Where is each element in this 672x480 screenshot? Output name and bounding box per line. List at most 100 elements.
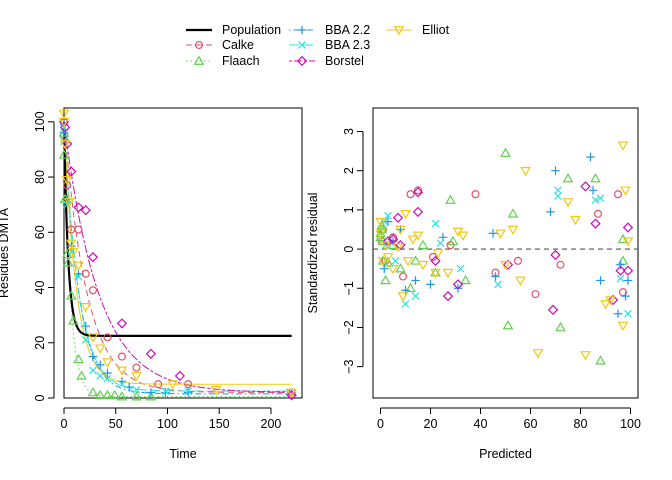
residual-bba-2-2: [586, 152, 595, 162]
x-tick-label: 40: [474, 417, 488, 431]
residual-elliot: [620, 186, 631, 196]
residual-flaach: [445, 194, 456, 204]
legend-entry-flaach: Flaach: [186, 54, 260, 68]
observation-calke: [74, 225, 83, 234]
residual-calke: [471, 190, 480, 199]
x-tick-label: 50: [109, 417, 123, 431]
residual-bba-2-2: [623, 276, 633, 285]
observation-borstel: [73, 202, 84, 213]
residual-calke: [413, 186, 423, 195]
observation-bba-2-3: [89, 366, 97, 375]
observation-elliot: [87, 333, 99, 343]
observation-calke: [132, 363, 141, 372]
observation-elliot: [61, 175, 73, 186]
y-tick-label: 100: [33, 111, 47, 132]
observation-bba-2-3: [103, 374, 112, 383]
residual-bba-2-3: [391, 256, 400, 265]
y-tick-label: 20: [33, 336, 47, 350]
y-tick-label: 0: [33, 394, 47, 401]
observation-elliot: [59, 140, 71, 150]
residual-bba-2-2: [546, 207, 555, 217]
fit-curve-flaach: [63, 121, 292, 398]
plot-frame: [63, 107, 303, 399]
residual-elliot: [430, 268, 441, 279]
residual-calke: [613, 190, 623, 199]
observation-calke: [184, 380, 193, 389]
residual-elliot: [605, 296, 616, 306]
residual-elliot: [397, 292, 409, 302]
observation-borstel: [286, 390, 297, 401]
x-tick-label: 0: [61, 417, 68, 431]
observation-elliot: [210, 385, 222, 396]
residual-bba-2-3: [384, 211, 392, 220]
residual-borstel: [392, 212, 404, 223]
residual-elliot: [375, 229, 386, 239]
observation-elliot: [67, 247, 79, 258]
residual-elliot: [417, 260, 429, 271]
residual-bba-2-2: [596, 276, 605, 285]
residual-bba-2-2: [491, 272, 500, 281]
residual-calke: [513, 256, 523, 265]
observation-bba-2-3: [81, 336, 90, 344]
legend-marker-cross: [298, 41, 306, 49]
residual-borstel: [547, 304, 559, 315]
x-tick-label: 200: [261, 417, 282, 431]
residual-borstel: [412, 206, 424, 217]
x-tick-label: 150: [209, 417, 230, 431]
legend-label: Flaach: [222, 54, 260, 68]
observation-borstel: [87, 251, 99, 263]
observation-bba-2-3: [96, 372, 105, 380]
residual-borstel: [412, 187, 424, 198]
observation-elliot: [116, 366, 128, 376]
residual-borstel: [442, 290, 454, 302]
fit-curve-bba-2-3: [63, 121, 292, 392]
residual-bba-2-2: [488, 229, 498, 238]
residues-panel: 0 50 100 150 200 0 20 40 60 80 100 Time Residues DMT…: [0, 107, 303, 461]
observation-elliot: [73, 261, 84, 271]
y-tick-label: 80: [33, 170, 47, 184]
legend-marker-triangle-down: [393, 26, 405, 36]
legend-entry-elliot: Elliot: [386, 23, 450, 37]
residual-bba-2-3: [616, 274, 625, 283]
residual-flaach: [562, 173, 574, 183]
residual-flaach: [395, 263, 406, 273]
observation-calke: [63, 181, 72, 190]
y-tick-label: 3: [342, 128, 356, 135]
observation-bba-2-2: [124, 382, 134, 392]
residual-flaach: [507, 208, 519, 218]
residual-bba-2-3: [411, 292, 420, 300]
observation-borstel: [59, 122, 71, 133]
observation-calke: [117, 352, 126, 361]
x-tick-label: 0: [377, 417, 384, 431]
residual-bba-2-3: [624, 309, 632, 318]
legend-entry-bba-2-2: BBA 2.2: [289, 23, 370, 37]
residual-flaach: [382, 257, 394, 267]
residual-calke: [398, 272, 408, 281]
y-tick-label: 1: [342, 206, 356, 213]
x-axis-label: Predicted: [479, 447, 532, 461]
observation-bba-2-3: [74, 272, 83, 281]
observation-borstel: [174, 370, 186, 382]
residual-flaach: [387, 239, 399, 249]
residual-elliot: [382, 253, 394, 263]
x-tick-label: 80: [574, 417, 588, 431]
observation-borstel: [80, 205, 91, 216]
residual-bba-2-3: [381, 241, 390, 250]
legend-entry-borstel: Borstel: [289, 54, 364, 68]
residual-elliot: [442, 268, 454, 279]
residual-flaach: [595, 355, 606, 365]
residual-elliot: [562, 198, 574, 208]
residual-bba-2-3: [554, 186, 562, 195]
residual-flaach: [380, 274, 391, 285]
legend-marker-circle: [194, 40, 204, 50]
y-tick-label: 0: [342, 246, 356, 253]
observation-flaach: [131, 391, 142, 401]
residual-elliot: [570, 215, 581, 226]
observation-flaach: [73, 353, 84, 364]
residual-elliot: [495, 229, 506, 239]
residual-elliot: [380, 241, 391, 251]
residual-bba-2-2: [616, 260, 625, 270]
fit-curve-calke: [63, 121, 292, 393]
observation-elliot: [58, 117, 70, 128]
observation-bba-2-3: [132, 385, 141, 394]
